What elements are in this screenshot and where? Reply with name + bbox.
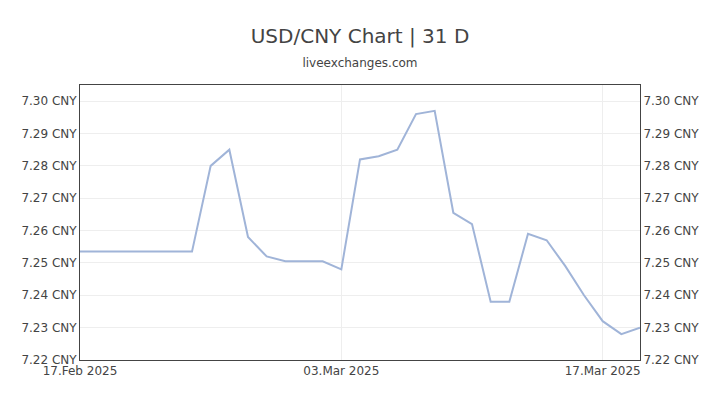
svg-text:17.Mar 2025: 17.Mar 2025	[565, 364, 641, 378]
svg-text:03.Mar 2025: 03.Mar 2025	[303, 364, 379, 378]
svg-text:7.30 CNY: 7.30 CNY	[21, 94, 77, 108]
svg-text:7.25 CNY: 7.25 CNY	[21, 256, 77, 270]
svg-text:USD/CNY Chart | 31 D: USD/CNY Chart | 31 D	[251, 24, 470, 48]
svg-text:17.Feb 2025: 17.Feb 2025	[43, 364, 118, 378]
svg-text:7.27 CNY: 7.27 CNY	[21, 191, 77, 205]
svg-text:7.26 CNY: 7.26 CNY	[21, 224, 77, 238]
svg-text:7.24 CNY: 7.24 CNY	[643, 288, 699, 302]
svg-text:liveexchanges.com: liveexchanges.com	[302, 56, 417, 70]
svg-text:7.22 CNY: 7.22 CNY	[21, 353, 77, 367]
svg-text:7.28 CNY: 7.28 CNY	[643, 159, 699, 173]
svg-text:7.26 CNY: 7.26 CNY	[643, 224, 699, 238]
svg-text:7.29 CNY: 7.29 CNY	[21, 127, 77, 141]
svg-text:7.22 CNY: 7.22 CNY	[643, 353, 699, 367]
svg-text:7.24 CNY: 7.24 CNY	[21, 288, 77, 302]
svg-text:7.28 CNY: 7.28 CNY	[21, 159, 77, 173]
svg-text:7.27 CNY: 7.27 CNY	[643, 191, 699, 205]
svg-text:7.23 CNY: 7.23 CNY	[21, 321, 77, 335]
svg-text:7.25 CNY: 7.25 CNY	[643, 256, 699, 270]
svg-text:7.30 CNY: 7.30 CNY	[643, 94, 699, 108]
svg-text:7.29 CNY: 7.29 CNY	[643, 127, 699, 141]
svg-text:7.23 CNY: 7.23 CNY	[643, 321, 699, 335]
